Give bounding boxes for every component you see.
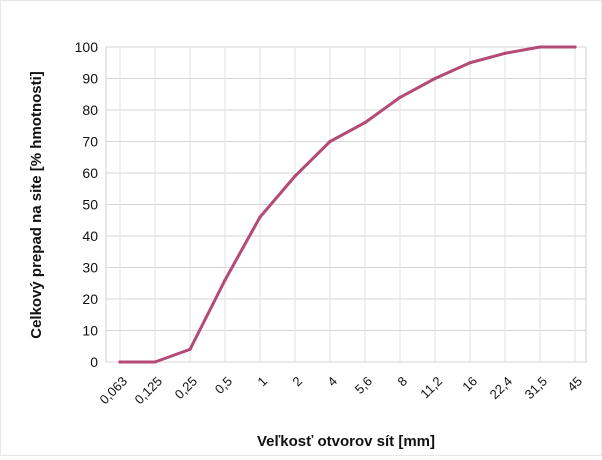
data-point [363, 121, 367, 125]
x-tick-label: 0,063 [97, 374, 131, 408]
x-axis-label: Veľkosť otvorov sít [mm] [257, 433, 435, 450]
y-tick-label: 0 [90, 354, 98, 370]
data-point [293, 174, 297, 178]
y-tick-label: 10 [82, 323, 98, 339]
x-tick-label: 0,25 [172, 374, 201, 403]
x-tick-label: 16 [459, 374, 480, 395]
series-line [118, 45, 577, 364]
y-axis-label: Celkový prepad na site [% hmotnosti] [28, 71, 45, 339]
x-tick-label: 0,5 [212, 374, 235, 397]
x-tick-label: 11,2 [417, 374, 445, 402]
y-tick-label: 20 [82, 291, 98, 307]
y-tick-label: 90 [82, 71, 98, 87]
data-point [153, 360, 157, 364]
data-point [468, 61, 472, 65]
data-point [258, 215, 262, 219]
data-point [328, 139, 332, 144]
x-tick-label: 45 [564, 374, 585, 395]
series-group [118, 45, 577, 364]
x-tick-label: 8 [394, 374, 410, 390]
data-point [223, 278, 227, 282]
y-tick-label: 50 [82, 197, 98, 213]
data-point [573, 45, 577, 49]
data-point [118, 360, 122, 364]
y-tick-label: 100 [75, 39, 99, 55]
x-tick-label: 0,125 [132, 374, 166, 408]
y-tick-label: 30 [82, 260, 98, 276]
x-tick-label: 4 [324, 374, 340, 390]
y-tick-label: 70 [82, 134, 98, 150]
data-point [503, 51, 507, 55]
x-tick-label: 2 [289, 374, 305, 390]
y-tick-label: 40 [82, 228, 98, 244]
y-tick-label: 60 [82, 165, 98, 181]
x-tick-label: 1 [254, 374, 270, 390]
data-point [398, 95, 402, 99]
x-tick-label: 22,4 [487, 374, 516, 403]
data-point [433, 76, 437, 81]
x-tick-label: 31,5 [522, 374, 551, 403]
data-point [188, 347, 192, 351]
grid-lines [106, 46, 586, 363]
y-tick-label: 80 [82, 102, 98, 118]
data-point [538, 45, 542, 49]
x-tick-label: 5,6 [352, 374, 375, 397]
